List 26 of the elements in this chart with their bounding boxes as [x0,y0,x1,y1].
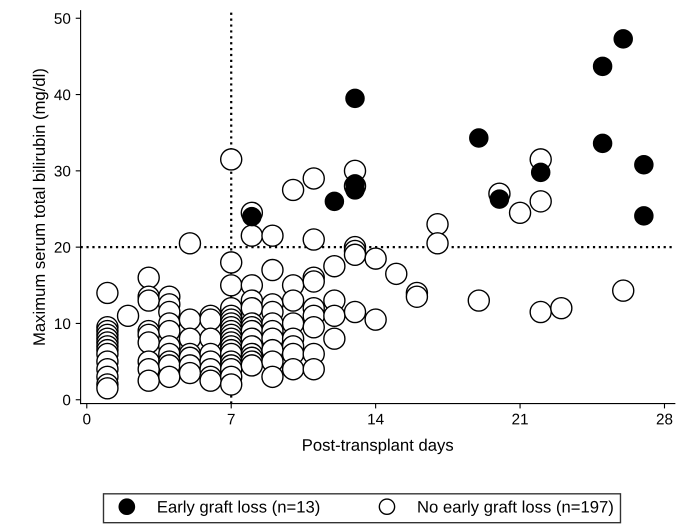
y-tick-label: 40 [54,89,70,100]
x-tick-label: 0 [83,414,90,425]
point [592,56,612,76]
x-tick-label: 14 [368,414,384,424]
point [242,206,262,226]
x-tick-label: 7 [228,414,235,424]
legend-label: Early graft loss (n=13) [158,500,320,516]
point [634,206,654,226]
point [469,128,489,148]
x-tick-label: 21 [512,414,528,424]
point [490,189,510,209]
x-axis-title: Post-transplant days [303,438,454,454]
point [345,88,365,108]
y-tick-label: 30 [54,166,70,177]
legend-label: No early graft loss (n=197) [418,500,613,516]
y-tick-label: 10 [55,318,70,330]
y-axis-title: Maximum serum total bilirubin (mg/dl) [32,69,48,345]
point [592,134,612,154]
point [634,154,654,174]
x-tick-label: 28 [656,414,672,425]
y-tick-label: 0 [62,394,70,406]
y-tick-label: 20 [54,242,70,253]
point [530,162,550,182]
y-tick-label: 50 [54,13,70,24]
point [613,29,633,49]
point [324,192,344,212]
